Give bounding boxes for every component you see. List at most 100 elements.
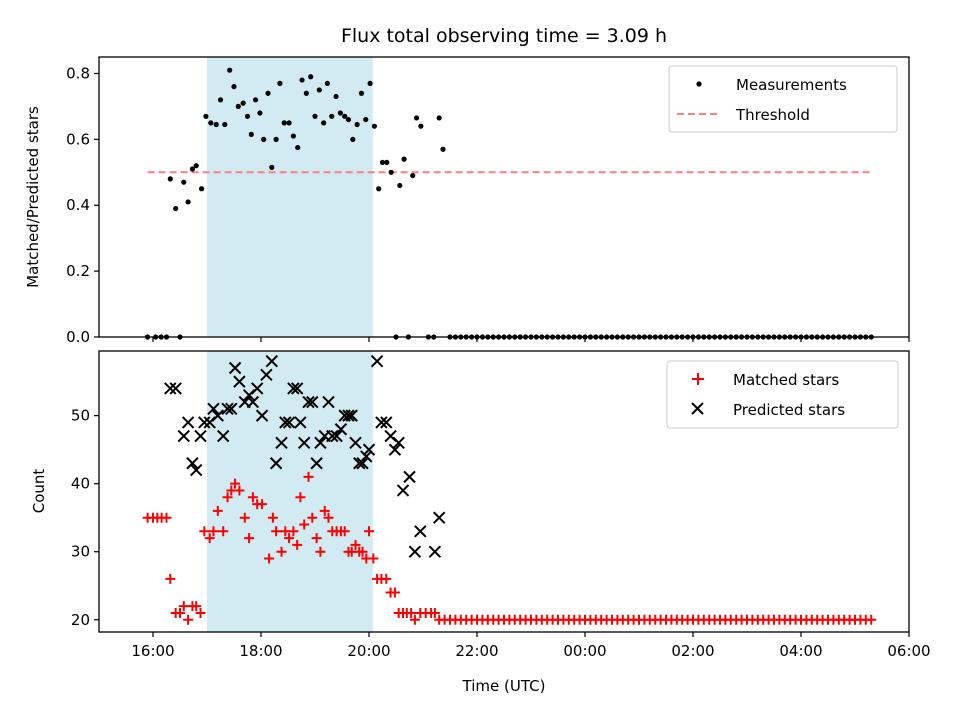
top-y-tick-label: 0.0 (66, 328, 90, 346)
legend-matched-marker (692, 373, 704, 385)
predicted-stars-point (164, 382, 177, 395)
matched-stars-point (350, 539, 361, 550)
predicted-stars-point (297, 436, 311, 450)
x-tick-label: 00:00 (563, 642, 606, 660)
measurement-point (342, 113, 348, 119)
measurement-point (235, 103, 241, 110)
top-legend-box (668, 65, 898, 133)
predicted-stars-point (279, 416, 292, 429)
x-tick-label: 20:00 (347, 642, 390, 660)
predicted-stars-point (334, 423, 348, 436)
predicted-stars-point (306, 395, 319, 409)
predicted-stars-point (282, 416, 296, 429)
matched-stars-point (222, 492, 233, 503)
matched-stars-point (299, 519, 310, 530)
measurement-point (350, 136, 356, 142)
measurement-point (231, 84, 237, 90)
measurement-point (277, 80, 283, 86)
predicted-stars-point (260, 368, 273, 382)
measurement-point (265, 90, 271, 96)
matched-stars-point (247, 492, 258, 503)
measurement-point (227, 67, 233, 73)
bottom-legend: Matched stars Predicted stars (666, 360, 899, 429)
matched-stars-point (195, 607, 206, 618)
measurement-point (324, 80, 331, 86)
predicted-stars-point (269, 457, 283, 470)
legend-measurements-marker (696, 81, 702, 87)
matched-stars-point (199, 526, 210, 537)
predicted-stars-point (255, 409, 269, 422)
predicted-stars-point (326, 429, 339, 443)
predicted-stars-point (428, 545, 442, 558)
matched-stars-point (311, 533, 322, 544)
top-y-tick-label: 0.8 (66, 64, 90, 82)
predicted-stars-point (194, 429, 207, 443)
predicted-stars-point (360, 450, 373, 463)
predicted-stars-point (181, 416, 195, 429)
measurement-point (354, 121, 360, 128)
measurement-point (173, 205, 179, 212)
predicted-stars-point (370, 354, 384, 368)
matched-stars-point (381, 573, 392, 584)
matched-stars-point (178, 601, 189, 612)
matched-stars-point (239, 512, 250, 523)
matched-stars-point (429, 607, 440, 618)
measurement-point (401, 156, 407, 162)
measurement-point (410, 172, 416, 179)
predicted-stars-point (228, 361, 242, 375)
bottom-y-axis-label: Count (30, 469, 48, 514)
measurement-point (397, 182, 403, 189)
legend-predicted-marker (691, 402, 704, 415)
predicted-stars-point (211, 409, 225, 422)
predicted-stars-point (356, 457, 369, 470)
predicted-stars-point (362, 443, 376, 456)
predicted-stars-point (414, 525, 427, 538)
matched-stars-point (230, 478, 241, 489)
predicted-stars-point (177, 429, 190, 443)
measurement-point (217, 97, 224, 103)
measurement-point (367, 80, 373, 86)
predicted-stars-point (233, 375, 246, 388)
matched-stars-point (284, 533, 295, 544)
predicted-stars-point (246, 395, 260, 409)
matched-stars-point (368, 553, 379, 564)
measurement-point (384, 159, 390, 166)
matched-stars-point (271, 526, 282, 537)
matched-stars-point (175, 607, 185, 618)
legend-matched-label: Matched stars (733, 371, 839, 389)
predicted-stars-point (275, 436, 288, 450)
measurement-point (337, 110, 343, 116)
predicted-stars-point (207, 402, 220, 416)
measurement-point (199, 186, 205, 192)
x-tick-label: 18:00 (239, 642, 282, 660)
matched-stars-point (165, 573, 176, 584)
matched-stars-point (218, 526, 229, 537)
top-y-axis-label: Matched/Predicted stars (24, 106, 42, 288)
predicted-stars-point (225, 402, 238, 416)
matched-stars-point (208, 526, 219, 537)
measurement-point (329, 113, 335, 119)
predicted-stars-point (432, 511, 446, 524)
predicted-stars-point (169, 382, 182, 395)
top-plot-frame (98, 56, 910, 338)
measurement-point (376, 186, 382, 192)
measurement-point (363, 116, 369, 123)
predicted-stars-point (330, 429, 343, 443)
matched-stars-point (307, 512, 318, 523)
x-axis-label: Time (UTC) (462, 677, 546, 695)
measurement-point (193, 163, 199, 169)
predicted-stars-point (302, 395, 315, 409)
matched-stars-point (244, 533, 255, 544)
matched-stars-point (323, 512, 334, 523)
predicted-stars-point (403, 470, 416, 484)
bot-y-tick-label: 20 (71, 611, 90, 629)
measurement-point (281, 120, 287, 126)
measurement-point (208, 120, 214, 126)
measurement-point (189, 166, 196, 172)
legend-threshold-label: Threshold (735, 106, 810, 124)
measurement-point (244, 113, 251, 119)
predicted-stars-point (349, 436, 362, 450)
x-tick-label: 02:00 (671, 642, 714, 660)
measurement-point (379, 159, 386, 166)
measurement-point (345, 116, 352, 123)
